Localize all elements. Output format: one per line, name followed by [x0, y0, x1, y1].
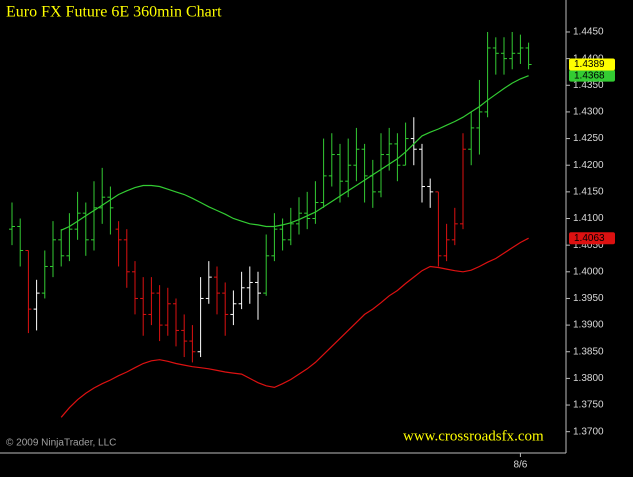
- y-tick-label: 1.3900: [573, 320, 604, 331]
- y-tick-label: 1.4450: [573, 27, 604, 38]
- y-tick-label: 1.3800: [573, 373, 604, 384]
- last-value-box: [569, 232, 615, 245]
- y-tick-label: 1.3700: [573, 426, 604, 437]
- last-value-box: [569, 58, 615, 71]
- y-tick-label: 1.4100: [573, 213, 604, 224]
- y-tick-label: 1.4050: [573, 240, 604, 251]
- indicator-line: [60, 75, 529, 231]
- x-tick-label: 8/6: [513, 460, 527, 471]
- y-tick-label: 1.4250: [573, 133, 604, 144]
- y-tick-label: 1.4150: [573, 186, 604, 197]
- last-value-box: [569, 69, 615, 82]
- y-tick-label: 1.3950: [573, 293, 604, 304]
- y-tick-label: 1.3750: [573, 400, 604, 411]
- y-tick-label: 1.4000: [573, 266, 604, 277]
- indicator-line: [60, 237, 529, 418]
- watermark: www.crossroadsfx.com: [403, 428, 544, 444]
- y-tick-label: 1.4350: [573, 80, 604, 91]
- y-tick-label: 1.3850: [573, 346, 604, 357]
- chart-title: Euro FX Future 6E 360min Chart: [6, 4, 222, 21]
- last-value-label: 1.4063: [574, 233, 605, 244]
- copyright: © 2009 NinjaTrader, LLC: [6, 438, 116, 449]
- y-tick-label: 1.4200: [573, 160, 604, 171]
- last-value-label: 1.4389: [574, 59, 605, 70]
- y-tick-label: 1.4300: [573, 107, 604, 118]
- last-value-label: 1.4368: [574, 70, 605, 81]
